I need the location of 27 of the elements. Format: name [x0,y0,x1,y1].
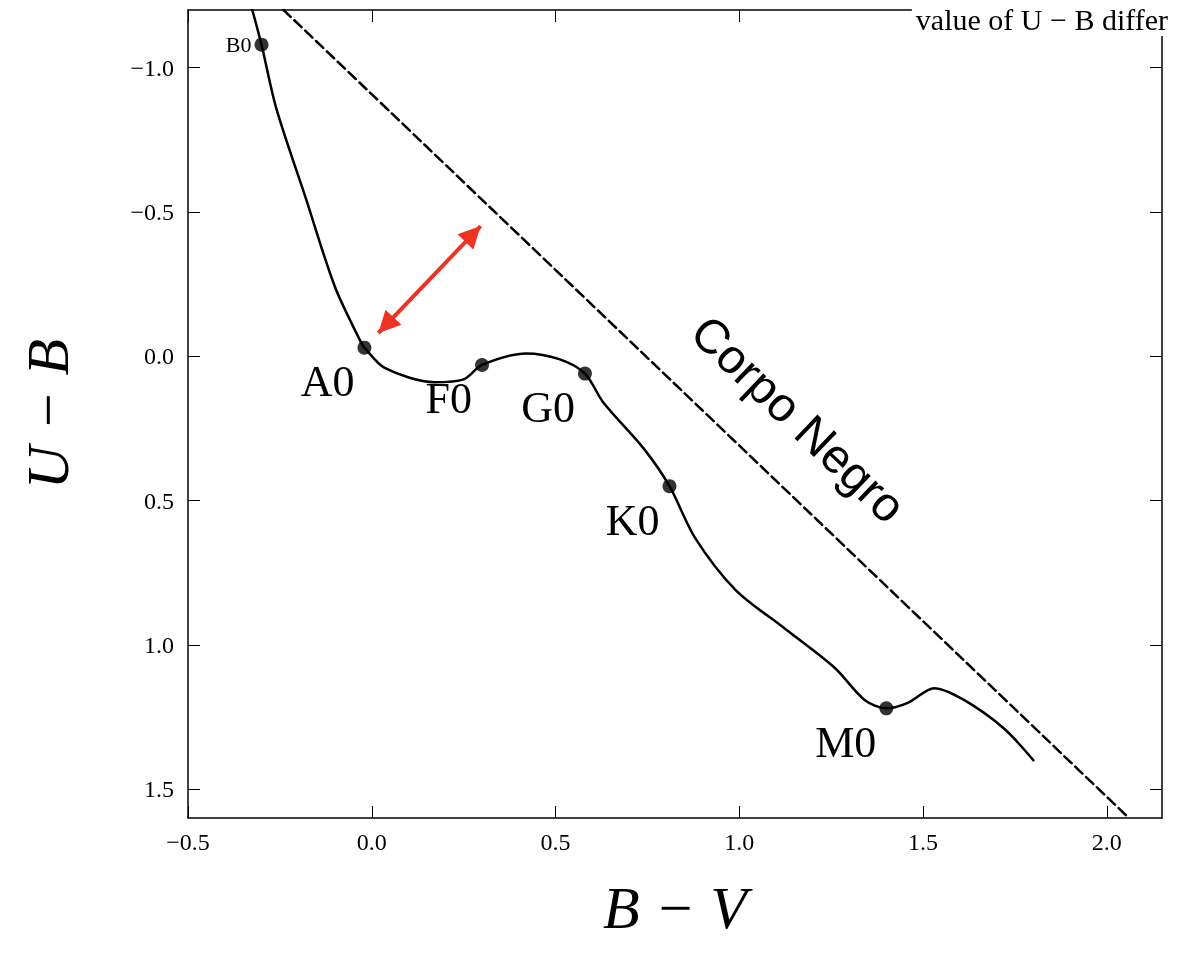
annotation: B0 [225,32,252,58]
y-tick-label: −1.0 [130,54,174,81]
annotation: value of U − B differ [915,2,1169,36]
y-axis-title: U − B [15,338,81,490]
x-axis-title: B − V [603,875,754,941]
y-tick-label: 0.0 [144,343,174,370]
point [879,701,894,716]
point [254,37,269,52]
x-tick-label: 1.0 [724,829,755,855]
point [577,366,592,381]
x-tick-label: 2.0 [1091,829,1122,855]
x-tick-label: 0.0 [356,829,387,855]
annotation: A0 [300,357,355,407]
y-tick-label: 0.5 [144,487,174,514]
x-tick-label: −0.5 [166,829,210,855]
annotation: M0 [815,717,877,767]
annotation: K0 [605,495,660,545]
point [662,479,677,494]
x-tick-label: 1.5 [908,829,939,855]
y-tick-label: −0.5 [130,199,174,225]
annotation: F0 [425,374,473,424]
annotation: G0 [521,383,575,433]
y-tick-label: 1.5 [144,776,174,803]
x-tick-label: 0.5 [540,829,571,855]
point [475,357,490,372]
point [357,340,372,355]
y-tick-label: 1.0 [144,631,174,658]
